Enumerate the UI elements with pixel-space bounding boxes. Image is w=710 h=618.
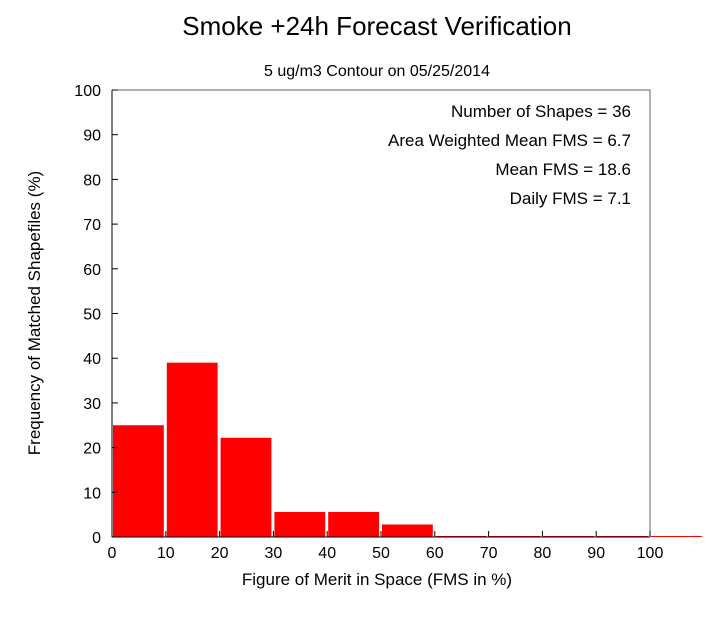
histogram-bar-50-60 xyxy=(382,524,433,537)
x-tick-label: 10 xyxy=(157,545,175,562)
histogram-bar-40-50 xyxy=(328,511,379,537)
histogram-bar-0-10 xyxy=(113,425,164,537)
stat-area-weighted-mean-fms: Area Weighted Mean FMS = 6.7 xyxy=(388,131,631,150)
y-tick-label: 70 xyxy=(83,217,101,234)
x-tick-label: 90 xyxy=(587,545,605,562)
x-tick-label: 0 xyxy=(108,545,117,562)
y-axis-label: Frequency of Matched Shapefiles (%) xyxy=(25,171,44,455)
y-tick-label: 80 xyxy=(83,172,101,189)
stat-number-of-shapes: Number of Shapes = 36 xyxy=(451,102,631,121)
x-tick-label: 40 xyxy=(318,545,336,562)
histogram-bar-10-20 xyxy=(166,362,218,537)
chart-subtitle: 5 ug/m3 Contour on 05/25/2014 xyxy=(264,63,490,80)
x-tick-label: 60 xyxy=(426,545,444,562)
y-tick-label: 30 xyxy=(83,396,101,413)
histogram-bar-20-30 xyxy=(220,437,272,537)
y-tick-label: 20 xyxy=(83,441,101,458)
stat-daily-fms: Daily FMS = 7.1 xyxy=(510,189,631,208)
chart-title: Smoke +24h Forecast Verification xyxy=(182,11,571,41)
y-tick-label: 90 xyxy=(83,128,101,145)
x-tick-label: 100 xyxy=(637,545,664,562)
y-tick-label: 40 xyxy=(83,351,101,368)
x-tick-label: 30 xyxy=(265,545,283,562)
histogram-bar-30-40 xyxy=(274,511,326,537)
x-tick-label: 50 xyxy=(372,545,390,562)
y-tick-label: 0 xyxy=(92,530,101,547)
x-tick-label: 20 xyxy=(211,545,229,562)
y-tick-label: 50 xyxy=(83,307,101,324)
y-tick-label: 60 xyxy=(83,262,101,279)
y-tick-label: 100 xyxy=(74,83,101,100)
x-tick-label: 80 xyxy=(534,545,552,562)
x-axis-label: Figure of Merit in Space (FMS in %) xyxy=(242,570,512,589)
x-tick-label: 70 xyxy=(480,545,498,562)
y-tick-label: 10 xyxy=(83,485,101,502)
histogram-bar-100-110 xyxy=(651,536,702,537)
stat-mean-fms: Mean FMS = 18.6 xyxy=(495,160,631,179)
